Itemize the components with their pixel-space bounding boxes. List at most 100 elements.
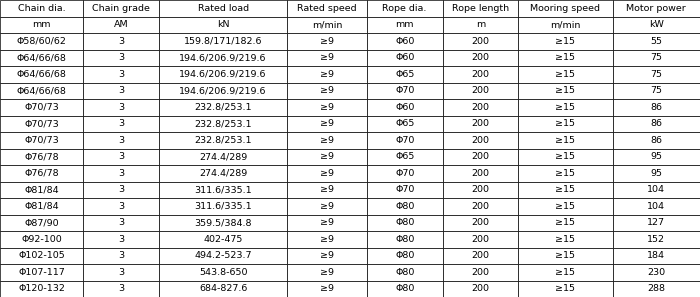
Text: ≥15: ≥15 <box>556 251 575 260</box>
Text: Φ107-117: Φ107-117 <box>18 268 65 277</box>
Bar <box>287 83 367 99</box>
Bar <box>612 264 700 280</box>
Bar <box>83 50 159 66</box>
Bar <box>442 0 519 17</box>
Text: ≥15: ≥15 <box>556 169 575 178</box>
Bar <box>442 247 519 264</box>
Text: Φ70: Φ70 <box>395 169 414 178</box>
Text: ≥15: ≥15 <box>556 53 575 62</box>
Bar <box>612 214 700 231</box>
Text: Φ120-132: Φ120-132 <box>18 284 65 293</box>
Bar <box>287 17 367 33</box>
Bar <box>442 148 519 165</box>
Text: 75: 75 <box>650 53 662 62</box>
Bar <box>367 280 442 297</box>
Bar <box>519 0 612 17</box>
Bar <box>519 99 612 116</box>
Text: 104: 104 <box>648 185 665 194</box>
Bar <box>367 198 442 214</box>
Text: ≥9: ≥9 <box>320 268 334 277</box>
Text: 159.8/171/182.6: 159.8/171/182.6 <box>184 37 262 46</box>
Text: 3: 3 <box>118 53 124 62</box>
Text: 232.8/253.1: 232.8/253.1 <box>195 136 252 145</box>
Bar <box>442 50 519 66</box>
Text: AM: AM <box>113 20 128 29</box>
Bar <box>612 148 700 165</box>
Text: 3: 3 <box>118 37 124 46</box>
Text: ≥15: ≥15 <box>556 136 575 145</box>
Text: 95: 95 <box>650 152 662 161</box>
Bar <box>519 231 612 247</box>
Bar <box>442 116 519 132</box>
Bar <box>367 148 442 165</box>
Text: Φ70/73: Φ70/73 <box>25 103 59 112</box>
Text: 543.8-650: 543.8-650 <box>199 268 247 277</box>
Bar <box>287 66 367 83</box>
Text: ≥9: ≥9 <box>320 218 334 227</box>
Text: Rated speed: Rated speed <box>298 4 357 13</box>
Text: m/min: m/min <box>312 20 342 29</box>
Text: ≥15: ≥15 <box>556 202 575 211</box>
Bar <box>442 17 519 33</box>
Text: 200: 200 <box>472 268 489 277</box>
Bar <box>367 132 442 148</box>
Bar <box>287 231 367 247</box>
Text: Φ81/84: Φ81/84 <box>25 185 59 194</box>
Text: ≥9: ≥9 <box>320 284 334 293</box>
Bar <box>159 198 287 214</box>
Text: ≥9: ≥9 <box>320 53 334 62</box>
Text: Φ70: Φ70 <box>395 185 414 194</box>
Bar <box>612 280 700 297</box>
Bar <box>83 99 159 116</box>
Bar <box>159 148 287 165</box>
Bar <box>159 264 287 280</box>
Text: Φ60: Φ60 <box>395 53 414 62</box>
Text: kW: kW <box>649 20 664 29</box>
Text: Mooring speed: Mooring speed <box>531 4 601 13</box>
Bar <box>367 83 442 99</box>
Text: 3: 3 <box>118 103 124 112</box>
Bar <box>0 17 83 33</box>
Bar <box>519 264 612 280</box>
Text: 86: 86 <box>650 136 662 145</box>
Bar <box>0 99 83 116</box>
Bar <box>159 33 287 50</box>
Text: Φ64/66/68: Φ64/66/68 <box>17 70 66 79</box>
Text: 200: 200 <box>472 53 489 62</box>
Bar <box>442 214 519 231</box>
Text: 200: 200 <box>472 152 489 161</box>
Text: 75: 75 <box>650 86 662 95</box>
Text: 3: 3 <box>118 251 124 260</box>
Bar <box>83 0 159 17</box>
Bar <box>612 132 700 148</box>
Bar <box>612 165 700 181</box>
Text: Φ70: Φ70 <box>395 86 414 95</box>
Text: 3: 3 <box>118 86 124 95</box>
Text: 200: 200 <box>472 202 489 211</box>
Bar <box>519 181 612 198</box>
Bar <box>287 50 367 66</box>
Text: Φ65: Φ65 <box>395 119 414 128</box>
Bar <box>83 264 159 280</box>
Bar <box>612 83 700 99</box>
Bar <box>83 280 159 297</box>
Bar <box>83 181 159 198</box>
Bar <box>0 116 83 132</box>
Text: 95: 95 <box>650 169 662 178</box>
Bar <box>367 50 442 66</box>
Text: Φ76/78: Φ76/78 <box>25 152 59 161</box>
Text: 3: 3 <box>118 268 124 277</box>
Text: kN: kN <box>217 20 230 29</box>
Text: 3: 3 <box>118 284 124 293</box>
Text: Φ70: Φ70 <box>395 136 414 145</box>
Text: 200: 200 <box>472 37 489 46</box>
Text: ≥9: ≥9 <box>320 235 334 244</box>
Bar <box>159 66 287 83</box>
Text: Φ64/66/68: Φ64/66/68 <box>17 53 66 62</box>
Bar <box>442 132 519 148</box>
Bar <box>287 0 367 17</box>
Text: ≥15: ≥15 <box>556 86 575 95</box>
Bar <box>0 280 83 297</box>
Bar <box>83 66 159 83</box>
Bar <box>519 247 612 264</box>
